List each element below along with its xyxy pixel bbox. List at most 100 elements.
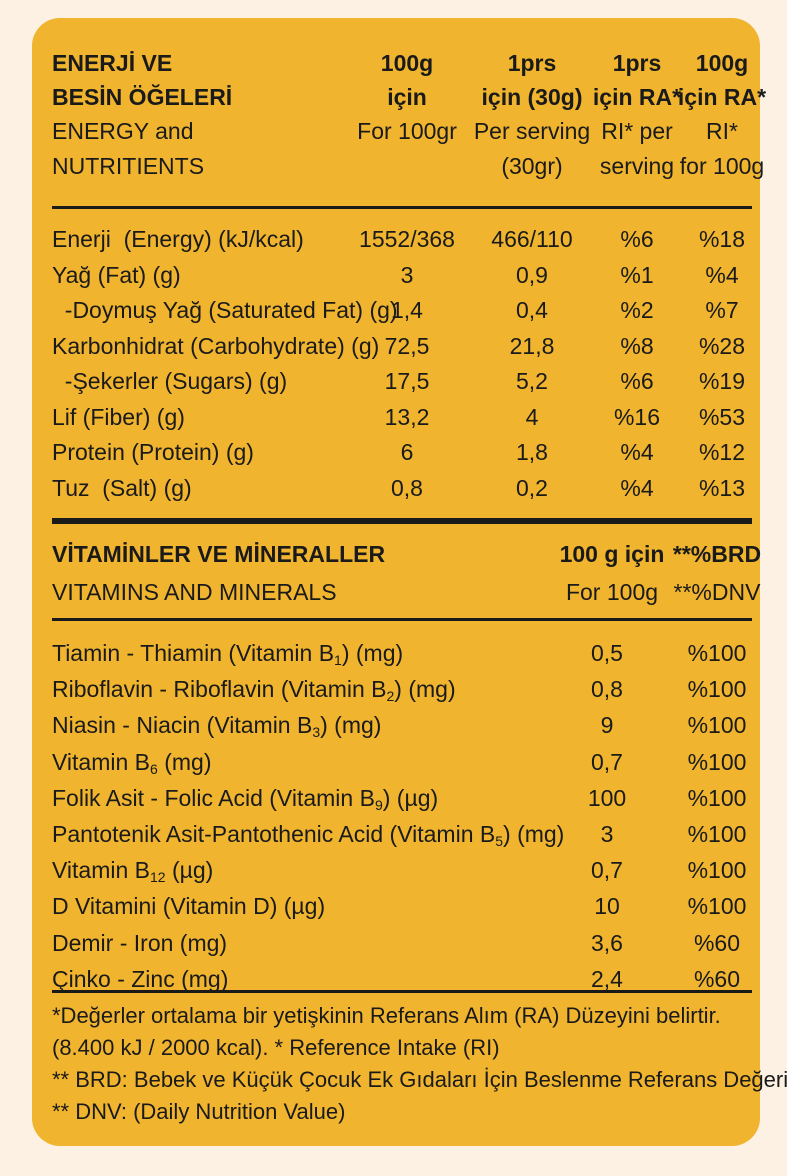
- col-ri-serving-header: 1prs için RA* RI* per serving: [582, 46, 692, 184]
- col-per-serving-header: 1prs için (30g) Per serving (30gr): [472, 46, 592, 184]
- vitamin-unit: ) (mg): [341, 640, 404, 666]
- vitamin-brd: %100: [687, 821, 747, 847]
- vitamin-name: D Vitamini (Vitamin D) (µg): [52, 891, 325, 921]
- vitamin-name: Demir - Iron (mg): [52, 928, 227, 958]
- nutrient-row: Tuz (Salt) (g) 0,8 0,2 %4 %13: [52, 471, 752, 505]
- vitamin-value: 0,5: [591, 640, 623, 666]
- vitamin-name-text: Vitamin B: [52, 857, 151, 884]
- nutrient-per100: 6: [400, 439, 414, 465]
- vitamin-value: 0,7: [591, 748, 623, 775]
- nutrient-per100: 17,5: [384, 368, 430, 394]
- footnote-divider: [52, 990, 752, 993]
- nutrient-ri100: %4: [705, 261, 739, 288]
- vitamin-name: Vitamin B6 (mg): [52, 747, 211, 777]
- vitamin-brd: %100: [687, 712, 747, 739]
- vitamin-row: Vitamin B6 (mg) 0,7 %100: [52, 745, 752, 781]
- vitamin-row: Demir - Iron (mg) 3,6 %60: [52, 926, 752, 962]
- vitamin-name-text: Demir - Iron (mg): [52, 929, 228, 956]
- vitamin-name-text: Pantotenik Asit-Pantothenic Acid (Vitami…: [52, 821, 496, 847]
- vitamin-row: Tiamin - Thiamin (Vitamin B1) (mg) 0,5 %10…: [52, 636, 752, 672]
- vitamin-name-text: Riboflavin - Riboflavin (Vitamin B: [52, 676, 387, 703]
- vitamin-value: 3,6: [591, 929, 623, 956]
- vitamin-unit: ) (mg): [320, 712, 382, 739]
- nutrient-row: Lif (Fiber) (g) 13,2 4 %16 %53: [52, 400, 752, 434]
- nutrient-name: Karbonhidrat (Carbohydrate) (g): [52, 332, 380, 359]
- vitamin-row: Riboflavin - Riboflavin (Vitamin B2) (mg…: [52, 672, 752, 708]
- vitamin-name-text: Niasin - Niacin (Vitamin B: [52, 712, 313, 739]
- col3-tr-line1: 1prs: [612, 50, 662, 76]
- nutrient-riServing: %1: [620, 261, 654, 288]
- nutrient-perServing: 0,2: [516, 474, 548, 501]
- nutrient-perServing: 4: [525, 403, 539, 430]
- nutrient-perServing: 1,8: [516, 439, 548, 465]
- nutrient-per100: 1,4: [391, 297, 423, 323]
- section-divider: [52, 518, 752, 524]
- footnote-line: *Değerler ortalama bir yetişkinin Refera…: [52, 1003, 721, 1028]
- vitamin-value: 0,7: [591, 857, 623, 884]
- vitamin-name: Pantotenik Asit-Pantothenic Acid (Vitami…: [52, 819, 564, 849]
- nutrient-name: Protein (Protein) (g): [52, 439, 254, 465]
- vitamin-brd: %100: [687, 640, 747, 666]
- vitamin-value: 2,4: [591, 965, 623, 992]
- col1-tr-line1: 100g: [380, 50, 434, 76]
- col1-en-line1: For 100gr: [357, 118, 457, 144]
- vitamin-row: Folik Asit - Folic Acid (Vitamin B9) (µg…: [52, 781, 752, 817]
- nutrient-perServing: 21,8: [509, 332, 555, 359]
- nutrient-riServing: %6: [620, 368, 654, 394]
- vitamins-header-divider: [52, 618, 752, 621]
- nutrient-riServing: %16: [613, 403, 661, 430]
- vitamins-col1-tr: 100 g için: [559, 541, 665, 567]
- col3-en-line1: RI* per: [601, 118, 673, 144]
- col3-tr-line2: için RA*: [592, 84, 682, 110]
- vitamins-title-en: VITAMINS AND MINERALS: [52, 579, 337, 605]
- vitamin-brd: %100: [687, 748, 747, 775]
- nutrient-per100: 72,5: [384, 332, 430, 359]
- vitamin-name-text: D Vitamini (Vitamin D) (µg): [52, 893, 326, 920]
- nutrient-perServing: 466/110: [491, 226, 573, 252]
- nutrient-perServing: 0,4: [516, 297, 548, 323]
- title-en-line1: ENERGY and: [52, 118, 194, 144]
- vitamin-unit: ) (mg): [503, 821, 565, 847]
- vitamin-name: Tiamin - Thiamin (Vitamin B1) (mg): [52, 638, 403, 668]
- col-per100-header: 100g için For 100gr: [342, 46, 472, 149]
- vitamin-subscript: 12: [150, 869, 166, 886]
- col4-en-line1: RI*: [706, 118, 738, 144]
- nutrient-row: -Doymuş Yağ (Saturated Fat) (g) 1,4 0,4 %2%…: [52, 293, 752, 327]
- vitamin-unit: (µg): [165, 857, 214, 884]
- nutrient-per100: 0,8: [391, 474, 423, 501]
- col2-en-line2: (30gr): [501, 153, 563, 179]
- col-ri100-header: 100g için RA* RI* for 100g: [672, 46, 772, 184]
- vitamin-row: Niasin - Niacin (Vitamin B3) (mg) 9 %100: [52, 708, 752, 744]
- nutrition-panel: ENERJİ VE BESİN ÖĞELERİ ENERGY and NUTRI…: [32, 18, 787, 1146]
- vitamin-subscript: 9: [374, 796, 383, 813]
- nutrient-row: Enerji (Energy) (kJ/kcal) 1552/368 466/110…: [52, 222, 752, 256]
- energy-header-title: ENERJİ VE BESİN ÖĞELERİ ENERGY and NUTRI…: [52, 46, 352, 184]
- vitamin-row: D Vitamini (Vitamin D) (µg) 10 %100: [52, 889, 752, 925]
- footnote-line: (8.400 kJ / 2000 kcal). * Reference Inta…: [52, 1035, 500, 1060]
- vitamin-value: 3: [600, 821, 614, 847]
- col1-tr-line2: için: [387, 84, 427, 110]
- vitamin-subscript: 2: [386, 688, 395, 705]
- title-tr-line1: ENERJİ VE: [52, 50, 173, 76]
- vitamin-name: Çinko - Zinc (mg): [52, 964, 228, 994]
- vitamin-subscript: 6: [150, 760, 158, 777]
- vitamin-name-text: Vitamin B: [52, 748, 151, 775]
- nutrient-ri100: %12: [698, 439, 746, 465]
- nutrient-ri100: %28: [698, 332, 746, 359]
- nutrient-riServing: %8: [620, 332, 654, 359]
- vitamins-col1-en: For 100g: [565, 579, 659, 605]
- vitamin-row: Çinko - Zinc (mg) 2,4 %60: [52, 962, 752, 998]
- nutrient-name: Lif (Fiber) (g): [52, 403, 185, 430]
- title-en-line2: NUTRITIENTS: [52, 153, 205, 179]
- vitamin-brd: %60: [693, 965, 741, 992]
- nutrient-per100: 13,2: [384, 403, 430, 430]
- nutrient-ri100: %53: [698, 403, 746, 430]
- nutrient-riServing: %4: [620, 474, 654, 501]
- vitamin-name-text: Çinko - Zinc (mg): [52, 965, 229, 992]
- vitamin-brd: %60: [693, 929, 741, 956]
- nutrient-name: Yağ (Fat) (g): [52, 261, 181, 288]
- vitamin-subscript: 3: [312, 724, 321, 741]
- nutrient-row: -Şekerler (Sugars) (g) 17,5 5,2 %6 %19: [52, 364, 752, 398]
- vitamins-col2-en: **%DNV: [673, 579, 761, 605]
- vitamin-brd: %100: [687, 676, 747, 703]
